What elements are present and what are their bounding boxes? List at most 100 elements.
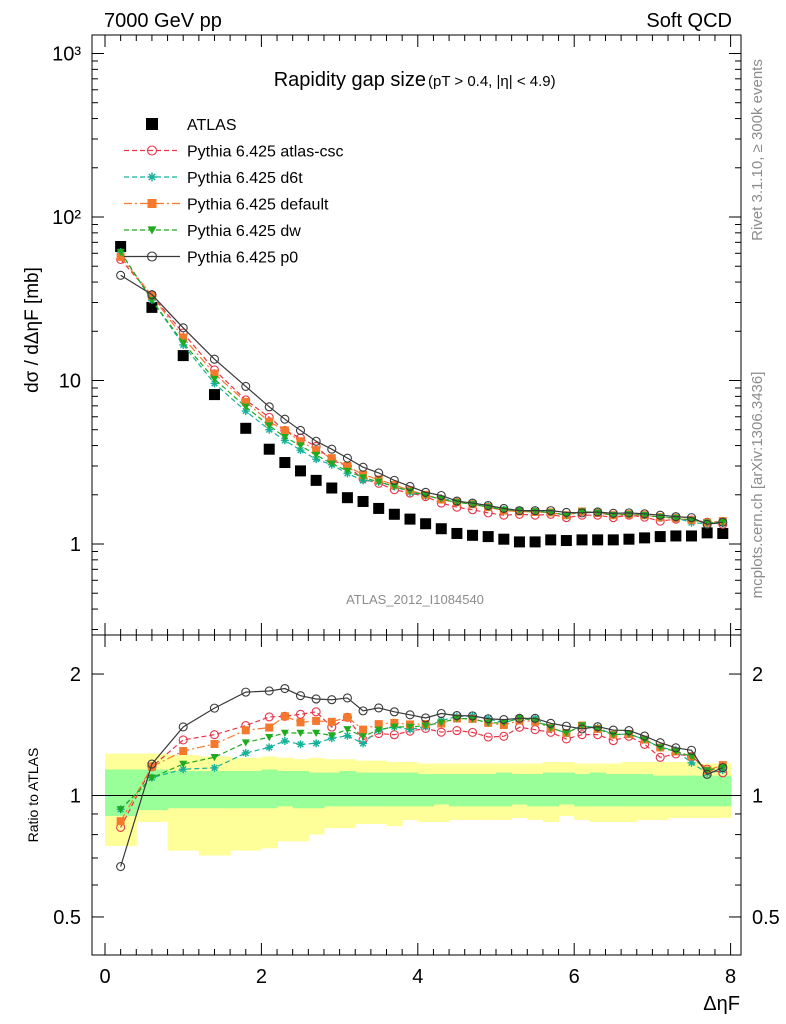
ratio-point-pythia-6-425-atlas-csc [467, 727, 478, 737]
data-point-pythia-6-425-p0 [358, 462, 368, 472]
chart-subtitle: (pT > 0.4, |η| < 4.9) [428, 73, 556, 90]
data-point-pythia-6-425-p0 [389, 475, 399, 485]
data-point-pythia-6-425-p0 [405, 481, 415, 491]
ratio-point-pythia-6-425-p0 [624, 726, 634, 736]
data-point-atlas [513, 536, 525, 548]
data-point-atlas [115, 241, 127, 253]
uncertainty-band-inner [292, 771, 309, 809]
ratio-point-pythia-6-425-default [116, 817, 125, 826]
ratio-point-pythia-6-425-dw [374, 726, 383, 734]
ratio-point-pythia-6-425-p0 [436, 708, 446, 719]
ratio-point-pythia-6-425-default [343, 713, 352, 722]
data-point-atlas [388, 508, 400, 520]
data-point-pythia-6-425-p0 [671, 512, 681, 522]
data-point-pythia-6-425-p0 [577, 508, 587, 518]
data-point-atlas [341, 492, 353, 504]
data-point-atlas [451, 527, 463, 539]
uncertainty-band-inner [574, 774, 591, 807]
data-point-atlas [467, 529, 479, 541]
data-point-pythia-6-425-p0 [608, 508, 618, 518]
ratio-point-pythia-6-425-atlas-csc [178, 735, 188, 745]
data-point-pythia-6-425-p0 [718, 517, 728, 527]
legend-label-pythia-6-425-default: Pythia 6.425 default [187, 197, 329, 214]
ratio-point-pythia-6-425-p0 [671, 743, 681, 753]
uncertainty-band-inner [699, 775, 716, 807]
uncertainty-band-inner [496, 772, 513, 807]
x-tick-label: 0 [99, 966, 110, 988]
ratio-point-pythia-6-425-p0 [295, 691, 306, 701]
data-point-pythia-6-425-default [280, 426, 289, 435]
ratio-point-pythia-6-425-d6t [296, 740, 305, 749]
ratio-point-pythia-6-425-p0 [702, 769, 712, 779]
legend-label-pythia-6-425-d6t: Pythia 6.425 d6t [187, 170, 303, 187]
data-point-atlas [404, 513, 416, 525]
series-atlas [115, 241, 729, 548]
data-point-pythia-6-425-p0 [209, 354, 220, 364]
ratio-point-pythia-6-425-p0 [561, 721, 571, 731]
uncertainty-band-inner [652, 775, 669, 807]
ratio-point-pythia-6-425-dw [421, 722, 430, 730]
ratio-point-pythia-6-425-p0 [405, 710, 415, 720]
legend-label-pythia-6-425-atlas-csc: Pythia 6.425 atlas-csc [187, 144, 344, 161]
ratio-point-pythia-6-425-dw [562, 729, 571, 737]
ratio-point-pythia-6-425-d6t [265, 743, 274, 752]
ratio-point-pythia-6-425-default [359, 725, 368, 734]
y-axis-label: dσ / dΔηF [mb] [22, 267, 43, 393]
data-point-pythia-6-425-dw [312, 451, 321, 460]
data-point-pythia-6-425-p0 [624, 508, 634, 518]
data-point-atlas [263, 443, 275, 455]
ratio-point-pythia-6-425-p0 [655, 738, 665, 748]
data-point-pythia-6-425-default [265, 417, 274, 426]
ratio-point-pythia-6-425-p0 [593, 722, 603, 732]
ratio-y-tick-label: 1 [70, 786, 81, 808]
data-point-pythia-6-425-dw [296, 442, 305, 450]
data-point-pythia-6-425-p0 [264, 402, 274, 412]
ratio-point-pythia-6-425-dw [147, 774, 156, 782]
chart-title: Rapidity gap size [274, 69, 426, 91]
data-point-pythia-6-425-d6t [312, 455, 321, 464]
legend-label-atlas: ATLAS [187, 117, 237, 134]
data-point-pythia-6-425-p0 [147, 290, 157, 300]
uncertainty-band-inner [230, 771, 262, 809]
data-point-atlas [576, 534, 588, 546]
ratio-point-pythia-6-425-dw [116, 806, 125, 814]
mcplots-reference-label: mcplots.cern.ch [arXiv:1306.3436] [749, 372, 766, 599]
ratio-point-pythia-6-425-p0 [311, 694, 321, 704]
data-point-pythia-6-425-p0 [546, 506, 556, 516]
legend-label-pythia-6-425-dw: Pythia 6.425 dw [187, 223, 301, 240]
data-point-pythia-6-425-d6t [265, 425, 274, 434]
uncertainty-band-inner [417, 774, 435, 807]
ratio-point-pythia-6-425-dw [241, 739, 250, 747]
ratio-y-tick-label: 2 [70, 664, 81, 686]
data-point-pythia-6-425-dw [593, 509, 602, 517]
ratio-point-pythia-6-425-p0 [374, 703, 384, 713]
ratio-point-pythia-6-425-p0 [421, 713, 431, 723]
data-point-pythia-6-425-default [296, 437, 305, 446]
data-point-atlas [701, 527, 713, 539]
data-point-atlas [357, 495, 369, 507]
ratio-point-pythia-6-425-p0 [116, 862, 126, 872]
ratio-point-pythia-6-425-p0 [530, 713, 540, 723]
ratio-point-pythia-6-425-default [312, 716, 321, 725]
ratio-point-pythia-6-425-dw [343, 726, 352, 734]
ratio-point-pythia-6-425-dw [179, 760, 188, 768]
uncertainty-band-inner [402, 772, 419, 807]
uncertainty-band-inner [527, 774, 544, 807]
legend-marker-pythia-6-425-d6t [147, 172, 157, 182]
data-point-atlas [295, 465, 306, 477]
ratio-y-axis-label: Ratio to ATLAS [25, 748, 41, 843]
uncertainty-band-inner [480, 774, 497, 807]
data-point-pythia-6-425-default [147, 291, 156, 300]
header-right: Soft QCD [646, 10, 732, 32]
data-point-atlas [420, 518, 432, 530]
ratio-point-pythia-6-425-p0 [718, 763, 728, 773]
data-point-pythia-6-425-p0 [686, 513, 697, 523]
ratio-y-tick-label-right: 1 [752, 786, 763, 808]
data-point-atlas [545, 534, 557, 546]
ratio-point-pythia-6-425-atlas-csc [436, 727, 446, 737]
data-point-pythia-6-425-default [312, 446, 321, 455]
ratio-point-pythia-6-425-p0 [546, 718, 556, 728]
ratio-point-pythia-6-425-dw [468, 715, 477, 723]
ratio-point-pythia-6-425-p0 [358, 706, 368, 716]
